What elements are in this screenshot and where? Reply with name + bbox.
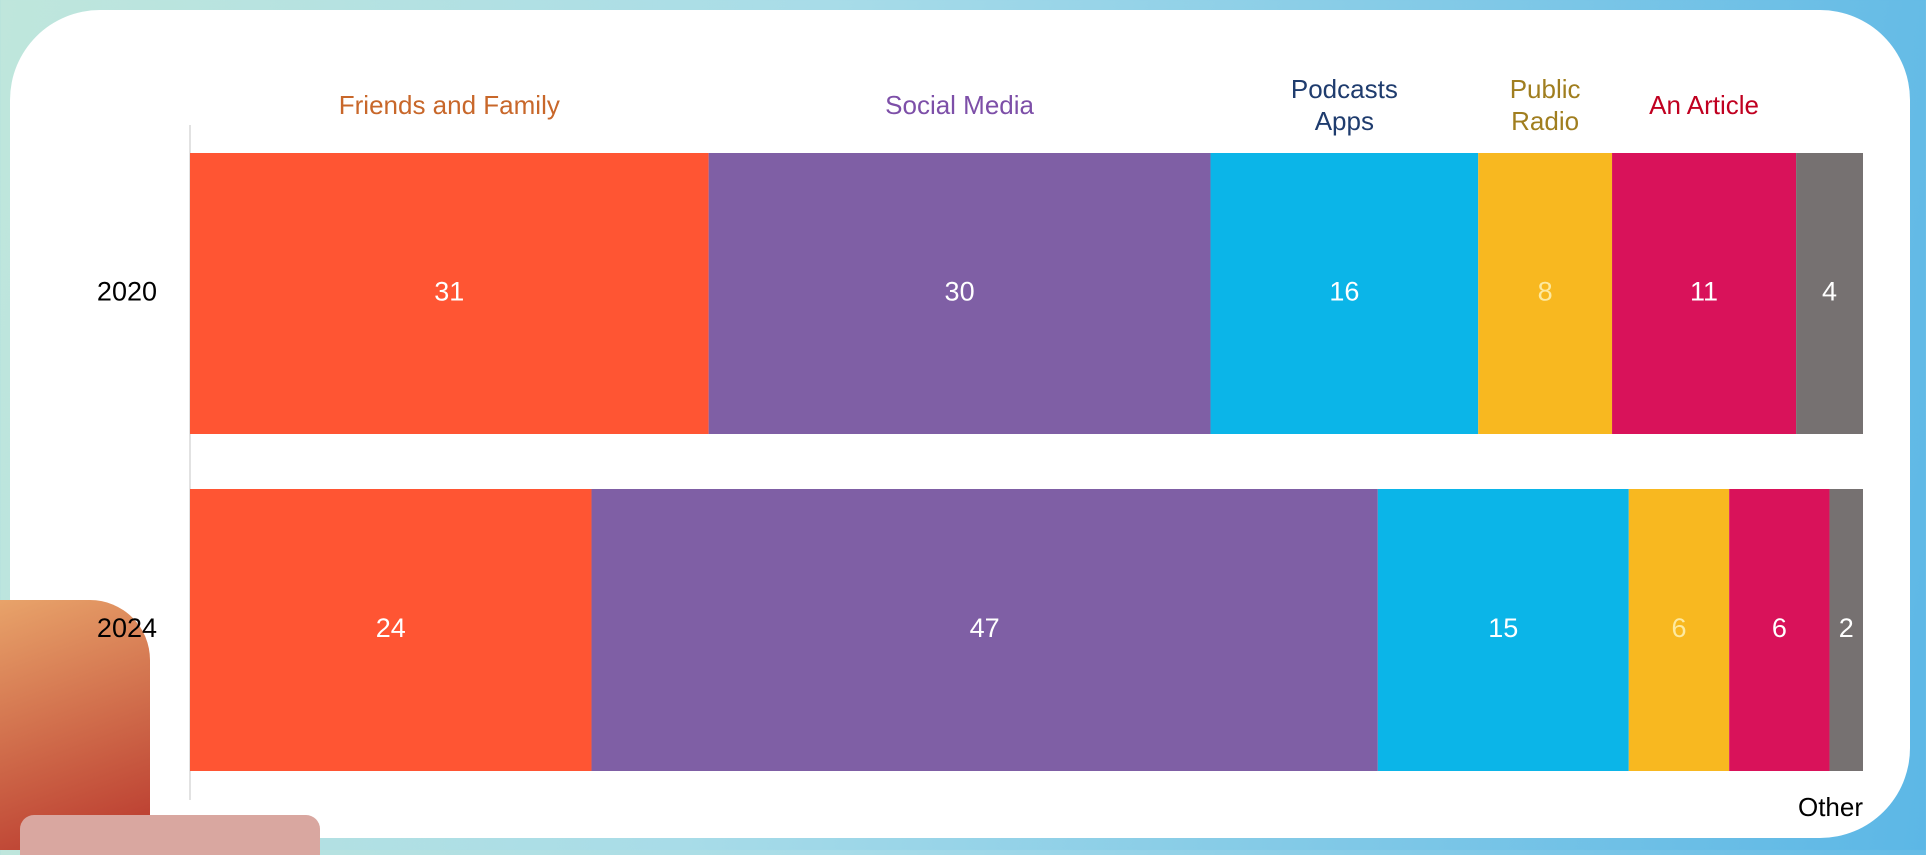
legend-label: Public Radio xyxy=(1495,73,1595,137)
value-label: 16 xyxy=(1329,277,1359,307)
legend-label: Friends and Family xyxy=(299,89,599,121)
y-tick-label: 2020 xyxy=(97,277,157,307)
value-label: 30 xyxy=(945,277,975,307)
y-tick-label: 2024 xyxy=(97,613,157,643)
value-label: 2 xyxy=(1839,613,1854,643)
value-label: 15 xyxy=(1488,613,1518,643)
legend-label: Other xyxy=(1743,791,1863,823)
value-label: 11 xyxy=(1690,277,1718,307)
value-label: 47 xyxy=(970,613,1000,643)
value-label: 24 xyxy=(376,613,406,643)
chart: 2020 31 30 16 8 11 4 2024 24 47 15 6 6 2 xyxy=(0,0,1926,850)
value-label: 6 xyxy=(1671,613,1686,643)
page: {"chart_data": {"type": "stacked-bar-hor… xyxy=(0,0,1926,850)
value-label: 6 xyxy=(1772,613,1787,643)
value-label: 4 xyxy=(1822,277,1837,307)
value-label: 8 xyxy=(1538,277,1553,307)
value-label: 31 xyxy=(434,277,464,307)
legend-label: An Article xyxy=(1609,89,1799,121)
legend-label: Social Media xyxy=(810,89,1110,121)
legend-label: Podcasts Apps xyxy=(1269,73,1419,137)
